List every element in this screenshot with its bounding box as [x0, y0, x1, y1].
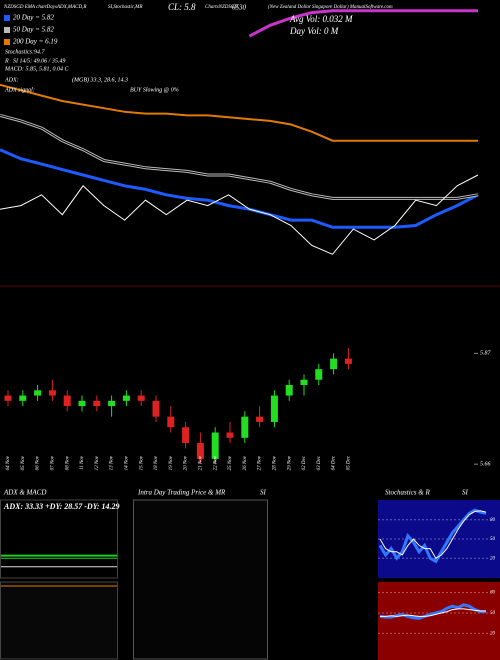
series-line-inner — [0, 114, 479, 199]
header-label: CL: 5.8 — [168, 2, 196, 12]
header-label: ChartsNZDSGD — [205, 5, 238, 10]
x-tick-label: 03 Dec — [317, 455, 322, 470]
candle-body — [137, 395, 145, 401]
y-tick-label: 50 — [490, 537, 496, 542]
x-tick-label: 14 Nov — [125, 455, 130, 470]
header-label: SI,Stochastic,MR — [108, 5, 142, 10]
x-tick-label: 04 Nov — [6, 455, 11, 470]
header-label: Day Vol: 0 M — [289, 26, 339, 36]
candle-body — [48, 390, 56, 396]
candle-body — [211, 432, 219, 459]
header-label: R — [4, 58, 9, 64]
candle-body — [152, 400, 160, 417]
x-tick-label: 05 Dec — [347, 455, 352, 470]
x-tick-label: 27 Nov — [258, 455, 263, 470]
x-tick-label: 26 Nov — [243, 455, 248, 470]
x-tick-label: 22 Nov — [213, 455, 218, 470]
series-line — [0, 174, 479, 255]
y-tick-label: 5.87 — [480, 351, 492, 357]
header-label: MACD: 5.85, 5.81, 0.04 C — [4, 65, 69, 72]
series-line — [380, 608, 486, 617]
candle-body — [34, 390, 42, 396]
x-tick-label: 02 Dec — [302, 455, 307, 470]
legend-swatch — [4, 39, 10, 45]
header-label: NZDSGD EMA chartDaysADX,MACD,R — [3, 5, 86, 10]
candle-body — [344, 358, 352, 364]
y-tick-label: 20 — [490, 556, 496, 561]
candle-body — [196, 443, 204, 459]
panel-title: Stochastics & R — [385, 489, 430, 497]
y-tick-label: 80 — [490, 518, 496, 523]
candle-body — [93, 400, 101, 407]
candle-body — [19, 395, 27, 401]
y-tick-label: 20 — [490, 632, 496, 637]
legend-swatch — [4, 27, 10, 33]
x-tick-label: 19 Nov — [169, 455, 174, 470]
header-label: ADX: — [4, 77, 19, 83]
legend-label: 20 Day = 5.82 — [13, 14, 54, 22]
legend-swatch — [4, 15, 10, 21]
x-tick-label: 29 Nov — [287, 455, 292, 470]
x-tick-label: 25 Nov — [228, 455, 233, 470]
candle-body — [167, 416, 175, 428]
series-line — [0, 148, 479, 229]
candle-body — [241, 416, 249, 438]
candle-body — [122, 395, 130, 401]
candle-body — [226, 432, 234, 438]
indicator-panel — [378, 582, 500, 660]
adx-panel — [0, 499, 118, 579]
series-line — [248, 9, 478, 38]
candle-body — [182, 427, 190, 444]
x-tick-label: 28 Nov — [273, 455, 278, 470]
legend-label: 200 Day = 6.19 — [13, 38, 58, 46]
panel-subtitle: SI — [462, 489, 469, 497]
y-tick-label: 50 — [490, 611, 496, 616]
header-label: SI 14/5: 49.06 / 35.49 — [13, 57, 65, 64]
candle-body — [78, 400, 86, 407]
header-label: Avg Vol: 0.032 M — [289, 14, 353, 24]
y-tick-label: 80 — [490, 591, 496, 596]
header-label: 6530 — [232, 4, 247, 12]
legend-label: 50 Day = 5.82 — [13, 26, 54, 34]
series-line — [378, 508, 487, 564]
x-tick-label: 07 Nov — [51, 455, 56, 470]
x-tick-label: 12 Nov — [95, 455, 100, 470]
header-label: (New Zealand Dollar Singapore Dollar) Ma… — [268, 5, 393, 10]
header-label: (MGB) 33.3, 28.6, 14.3 — [72, 76, 128, 83]
x-tick-label: 11 Nov — [80, 455, 85, 470]
candle-body — [330, 358, 338, 370]
x-tick-label: 08 Nov — [65, 455, 70, 470]
header-label: BUY Slowing @ 0% — [130, 87, 179, 93]
candle-body — [4, 395, 12, 401]
candle-body — [256, 416, 264, 422]
candle-body — [108, 400, 116, 407]
series-line — [0, 83, 478, 142]
x-tick-label: 04 Dec — [332, 455, 337, 470]
x-tick-label: 21 Nov — [199, 455, 204, 470]
x-tick-label: 05 Nov — [21, 455, 26, 470]
x-tick-label: 13 Nov — [110, 455, 115, 470]
macd-panel — [0, 581, 118, 660]
candle-body — [315, 369, 323, 380]
series-line — [379, 510, 487, 559]
candle-body — [285, 385, 293, 396]
y-tick-label: 5.66 — [480, 462, 491, 468]
series-line — [379, 603, 486, 620]
header-label: ADX signal: — [4, 87, 35, 93]
panel-subtitle: ADX: 33.33 +DY: 28.57 -DY: 14.29 — [3, 502, 120, 511]
x-tick-label: 20 Nov — [184, 455, 189, 470]
header-label: Stochastics:94.7 — [5, 48, 45, 55]
candle-body — [300, 379, 308, 385]
panel-title: Intra Day Trading Price & MR — [137, 489, 226, 497]
panel-title: ADX & MACD — [3, 489, 46, 497]
x-tick-label: 06 Nov — [36, 455, 41, 470]
x-tick-label: 15 Nov — [139, 455, 144, 470]
intraday-panel — [133, 499, 268, 660]
x-tick-label: 18 Nov — [154, 455, 159, 470]
candle-body — [63, 395, 71, 407]
panel-subtitle: SI — [260, 489, 267, 497]
candle-body — [270, 395, 278, 422]
